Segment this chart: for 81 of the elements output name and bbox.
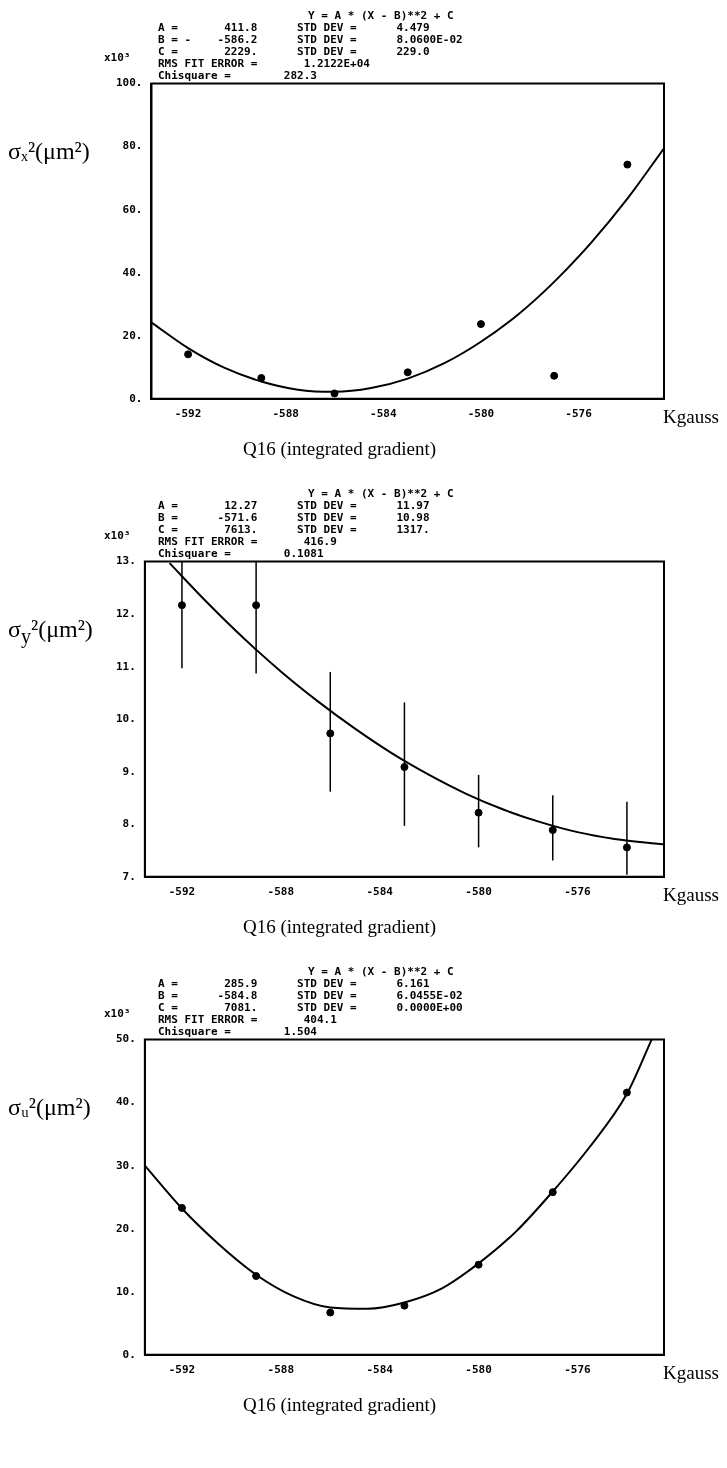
y-tick-label: 8. xyxy=(122,817,136,831)
x-tick-label: -584 xyxy=(370,407,397,421)
point xyxy=(330,389,339,398)
text: B = -571.6 STD DEV = 10.98 xyxy=(158,511,431,524)
y-tick-label: 10. xyxy=(115,1284,136,1298)
text: B = - -586.2 STD DEV = 8.0600E-02 xyxy=(158,33,463,46)
y-tick-label: 0. xyxy=(129,391,143,405)
text: Kgauss xyxy=(663,884,719,906)
y-axis-title: σₓ²(μm²) xyxy=(8,138,90,165)
text: Chisquare = 0.1081 xyxy=(158,547,325,560)
text: Kgauss xyxy=(663,406,719,428)
x-tick-label: -576 xyxy=(564,885,592,899)
text: A = 12.27 STD DEV = 11.97 xyxy=(158,499,431,512)
text: C = 7613. STD DEV = 1317. xyxy=(158,523,431,536)
y-tick-label: 11. xyxy=(115,659,136,673)
point xyxy=(177,1203,186,1212)
point xyxy=(550,371,559,380)
point xyxy=(400,1301,409,1310)
y-axis-title: σ$_{y}$²(μm²) xyxy=(8,616,93,648)
text: x10³ xyxy=(104,1007,131,1020)
y-tick-label: 50. xyxy=(115,1032,136,1046)
point xyxy=(252,1272,261,1280)
x-axis-title: Q16 (integrated gradient) xyxy=(243,1394,437,1416)
y-tick-label: 10. xyxy=(115,712,136,726)
text: RMS FIT ERROR = 404.1 xyxy=(158,1013,338,1026)
text: RMS FIT ERROR = 1.2122E+04 xyxy=(158,57,371,70)
point xyxy=(257,374,266,382)
x-tick-label: -592 xyxy=(168,885,196,899)
point xyxy=(474,808,483,817)
text: Kgauss xyxy=(663,1362,719,1384)
y-axis-title: σᵤ²(μm²) xyxy=(8,1094,91,1121)
point xyxy=(476,320,485,329)
x-tick-label: -588 xyxy=(267,885,295,899)
x-tick-label: -576 xyxy=(564,1363,592,1377)
x-tick-label: -584 xyxy=(366,1363,394,1377)
x-tick-label: -584 xyxy=(366,885,394,899)
x-tick-label: -576 xyxy=(565,407,593,421)
text: C = 7081. STD DEV = 0.0000E+00 xyxy=(158,1001,463,1014)
point xyxy=(326,729,335,738)
text: x10³ xyxy=(104,51,131,64)
x-axis-title: Q16 (integrated gradient) xyxy=(243,438,437,460)
y-tick-label: 9. xyxy=(122,764,136,778)
x-tick-label: -580 xyxy=(465,885,492,899)
x-tick-label: -588 xyxy=(267,1363,295,1377)
y-tick-label: 12. xyxy=(115,606,136,620)
text: C = 2229. STD DEV = 229.0 xyxy=(158,45,431,58)
text: x10³ xyxy=(104,529,131,542)
point xyxy=(403,368,412,377)
x-tick-label: -592 xyxy=(174,407,202,421)
x-tick-label: -588 xyxy=(272,407,299,421)
y-tick-label: 30. xyxy=(115,1158,136,1172)
x-tick-label: -592 xyxy=(168,1363,196,1377)
y-tick-label: 40. xyxy=(122,265,143,279)
y-tick-label: 100. xyxy=(115,76,143,90)
text: Y = A * (X - B)**2 + C xyxy=(307,487,454,500)
x-tick-label: -580 xyxy=(467,407,495,421)
y-tick-label: 80. xyxy=(122,139,143,153)
y-tick-label: 40. xyxy=(115,1095,136,1109)
point xyxy=(326,1308,335,1317)
point xyxy=(184,350,193,359)
text: Chisquare = 282.3 xyxy=(158,69,318,82)
text: RMS FIT ERROR = 416.9 xyxy=(158,535,338,548)
y-tick-label: 60. xyxy=(122,202,143,216)
y-tick-label: 20. xyxy=(115,1221,136,1235)
point xyxy=(400,763,409,772)
y-tick-label: 20. xyxy=(122,328,143,342)
text: B = -584.8 STD DEV = 6.0455E-02 xyxy=(158,989,463,1002)
text: Chisquare = 1.504 xyxy=(158,1025,318,1038)
point xyxy=(623,160,632,169)
text: A = 285.9 STD DEV = 6.161 xyxy=(158,977,431,990)
text: Y = A * (X - B)**2 + C xyxy=(307,9,455,22)
text: Y = A * (X - B)**2 + C xyxy=(307,965,455,978)
y-tick-label: 7. xyxy=(122,869,136,883)
text: A = 411.8 STD DEV = 4.479 xyxy=(158,21,431,34)
y-tick-label: 0. xyxy=(122,1347,136,1361)
point xyxy=(474,1260,483,1269)
point xyxy=(548,1188,557,1197)
y-tick-label: 13. xyxy=(115,554,136,568)
x-tick-label: -580 xyxy=(465,1363,492,1377)
point xyxy=(622,1088,631,1097)
x-axis-title: Q16 (integrated gradient) xyxy=(243,916,437,938)
